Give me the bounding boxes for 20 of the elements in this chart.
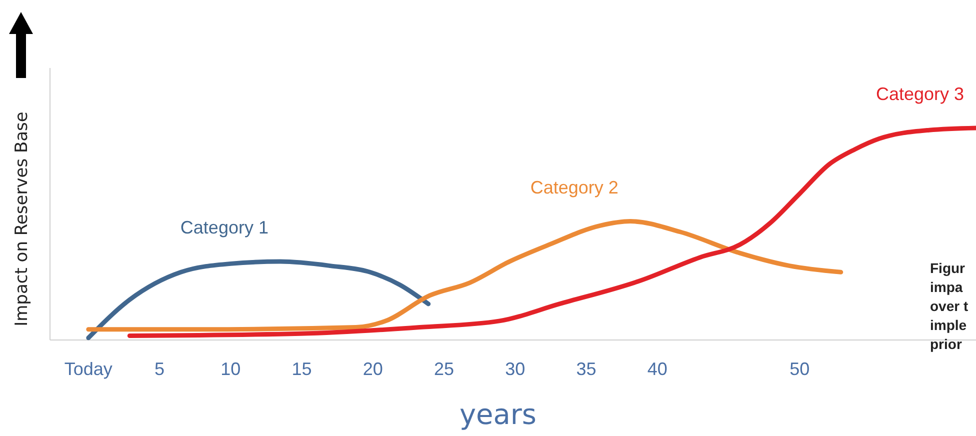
x-tick-label: 15 — [292, 358, 312, 379]
x-tick-label: 35 — [576, 358, 596, 379]
series-label: Category 3 — [876, 84, 964, 104]
series-label: Category 2 — [530, 177, 618, 198]
y-axis-title: Impact on Reserves Base — [12, 112, 32, 326]
x-tick-label: 20 — [362, 358, 383, 379]
series-label: Category 1 — [180, 218, 268, 238]
x-tick-label: 10 — [220, 358, 241, 379]
x-tick-label: 30 — [505, 358, 526, 379]
x-tick-label: 5 — [154, 358, 165, 379]
x-tick-label: 25 — [434, 358, 454, 379]
annotation: prior — [930, 336, 962, 352]
annotation: impa — [930, 279, 963, 295]
x-tick-label: 40 — [647, 358, 668, 379]
annotation: over t — [930, 298, 968, 314]
x-tick-label: 50 — [790, 358, 810, 379]
annotation: Figur — [930, 260, 966, 276]
annotation: imple — [930, 317, 967, 333]
x-axis-title: years — [459, 398, 537, 431]
x-tick-label: Today — [64, 358, 112, 379]
